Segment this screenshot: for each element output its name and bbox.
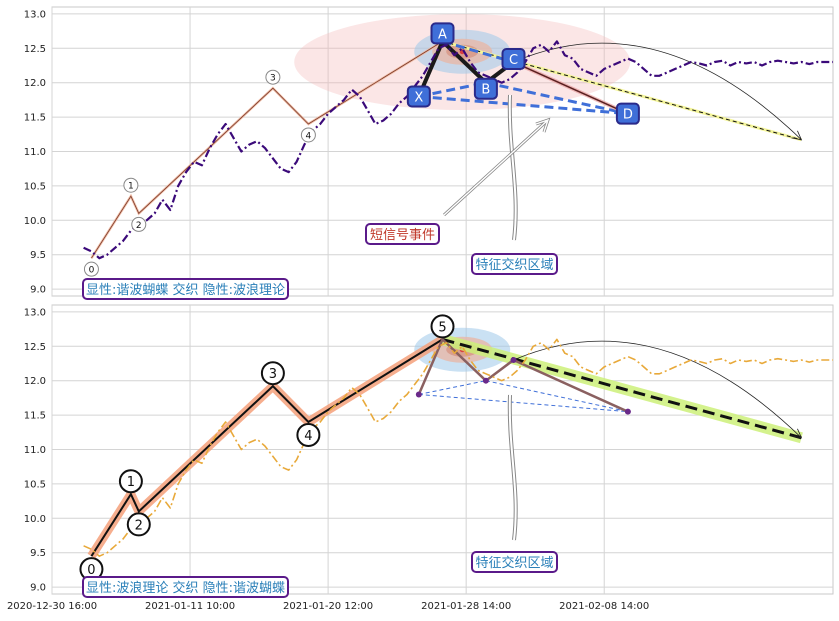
projection-line bbox=[442, 337, 802, 440]
pattern-point-label: B bbox=[481, 83, 490, 98]
legend-label-box bbox=[82, 576, 289, 598]
projection-line bbox=[442, 40, 802, 141]
wave-point-label: 2 bbox=[135, 518, 143, 533]
pattern-point-box bbox=[615, 102, 640, 125]
y-tick-label: 9.5 bbox=[30, 250, 46, 261]
wave-point-label: 3 bbox=[270, 74, 276, 84]
pattern-xd-line bbox=[418, 94, 629, 116]
y-tick-label: 10.0 bbox=[24, 514, 46, 525]
zone-leader bbox=[508, 394, 517, 541]
y-tick-label: 9.5 bbox=[30, 548, 46, 559]
pattern-point-box bbox=[430, 22, 455, 45]
price-line bbox=[83, 338, 833, 558]
y-tick-label: 10.5 bbox=[24, 479, 46, 490]
wave-point-marker bbox=[260, 361, 285, 386]
wave-line bbox=[90, 338, 444, 557]
event-label: 短信号事件 bbox=[370, 228, 435, 243]
wave-point-label: 4 bbox=[306, 131, 312, 141]
price-line bbox=[83, 40, 833, 260]
bottom-panel: 13.0 12.5 12.0 11.5 11.0 10.5 10.0 9.5 9.0 0 1 2 3 4 5… bbox=[24, 304, 834, 598]
wave-point-marker bbox=[118, 469, 143, 494]
projection-arrowhead bbox=[791, 428, 803, 439]
wave-point-label: 1 bbox=[128, 182, 134, 192]
wave-point-marker bbox=[265, 69, 281, 85]
y-tick-label: 11.5 bbox=[24, 411, 46, 422]
pattern-point-label: A bbox=[438, 27, 447, 42]
pattern-bd-line bbox=[485, 81, 629, 116]
pattern-point-box bbox=[406, 85, 431, 108]
wave-point-label: 1 bbox=[127, 475, 135, 490]
y-tick-label: 12.0 bbox=[24, 78, 46, 89]
x-tick-label: 2021-02-08 14:00 bbox=[559, 601, 649, 612]
pattern-point-box bbox=[473, 77, 498, 100]
x-tick-label: 2021-01-20 12:00 bbox=[283, 601, 373, 612]
legend-label: 显性:谐波蝴蝶 交织 隐性:波浪理论 bbox=[86, 282, 285, 298]
x-tick-label: 2021-01-28 14:00 bbox=[421, 601, 511, 612]
x-tick-label: 2021-01-11 10:00 bbox=[145, 601, 235, 612]
wave-point-marker bbox=[83, 261, 99, 277]
wave-point-label: 5 bbox=[438, 320, 446, 335]
event-arrow bbox=[443, 118, 550, 216]
wave-point-label: 4 bbox=[304, 429, 312, 444]
y-tick-label: 12.5 bbox=[24, 342, 46, 353]
y-tick-label: 11.0 bbox=[24, 147, 46, 158]
top-panel: 13.012.512.011.511.010.510.09.59.0012345… bbox=[24, 6, 834, 300]
y-tick-label: 11.5 bbox=[24, 113, 46, 124]
zone-label-box bbox=[471, 551, 558, 573]
wave-point-label: 3 bbox=[269, 367, 277, 382]
pattern-point-dot bbox=[482, 377, 489, 384]
zone-label: 特征交织区域 bbox=[475, 257, 553, 273]
wave-point-label: 0 bbox=[87, 563, 95, 578]
wave-point-marker bbox=[126, 512, 151, 537]
y-tick-label: 9.0 bbox=[30, 285, 46, 296]
wave-point-marker bbox=[131, 216, 147, 232]
x-tick-label: 2020-12-30 16:00 bbox=[7, 601, 97, 612]
pattern-xb-line bbox=[418, 380, 486, 395]
zone-label: 特征交织区域 bbox=[475, 555, 553, 571]
pattern-xabc-line bbox=[416, 37, 515, 98]
pattern-point-dot bbox=[415, 391, 422, 398]
x-axis-ticks: 2020-12-30 16:00 2021-01-11 10:00 2021-01-… bbox=[7, 601, 649, 612]
wave-point-label: 2 bbox=[136, 221, 142, 231]
y-tick-label: 13.0 bbox=[24, 9, 46, 20]
pattern-bd-line bbox=[485, 380, 628, 413]
wave-point-marker bbox=[296, 422, 321, 447]
wave-point-marker bbox=[300, 127, 316, 143]
y-tick-label: 12.5 bbox=[24, 44, 46, 55]
pattern-point-label: C bbox=[509, 53, 518, 68]
zone-label-box bbox=[471, 253, 558, 275]
projection-arrowhead bbox=[791, 130, 803, 141]
pattern-point-box bbox=[501, 48, 526, 71]
event-label-box bbox=[365, 223, 440, 245]
pattern-point-dot bbox=[624, 408, 631, 415]
pattern-point-label: D bbox=[623, 108, 633, 123]
y-tick-label: 10.5 bbox=[24, 181, 46, 192]
pattern-cd-line bbox=[513, 61, 629, 115]
legend-label: 显性:波浪理论 交织 隐性:谐波蝴蝶 bbox=[86, 580, 285, 596]
y-tick-label: 10.0 bbox=[24, 216, 46, 227]
pattern-point-dot bbox=[510, 357, 517, 364]
y-tick-label: 13.0 bbox=[24, 307, 46, 318]
y-tick-label: 9.0 bbox=[30, 583, 46, 594]
pattern-point-label: X bbox=[414, 90, 423, 105]
wave-point-label: 0 bbox=[89, 266, 95, 276]
zone-leader bbox=[508, 94, 517, 241]
wave-point-marker bbox=[430, 314, 455, 339]
y-tick-label: 11.0 bbox=[24, 445, 46, 456]
wave-point-marker bbox=[123, 177, 139, 193]
legend-label-box bbox=[82, 278, 289, 300]
y-tick-label: 12.0 bbox=[24, 376, 46, 387]
